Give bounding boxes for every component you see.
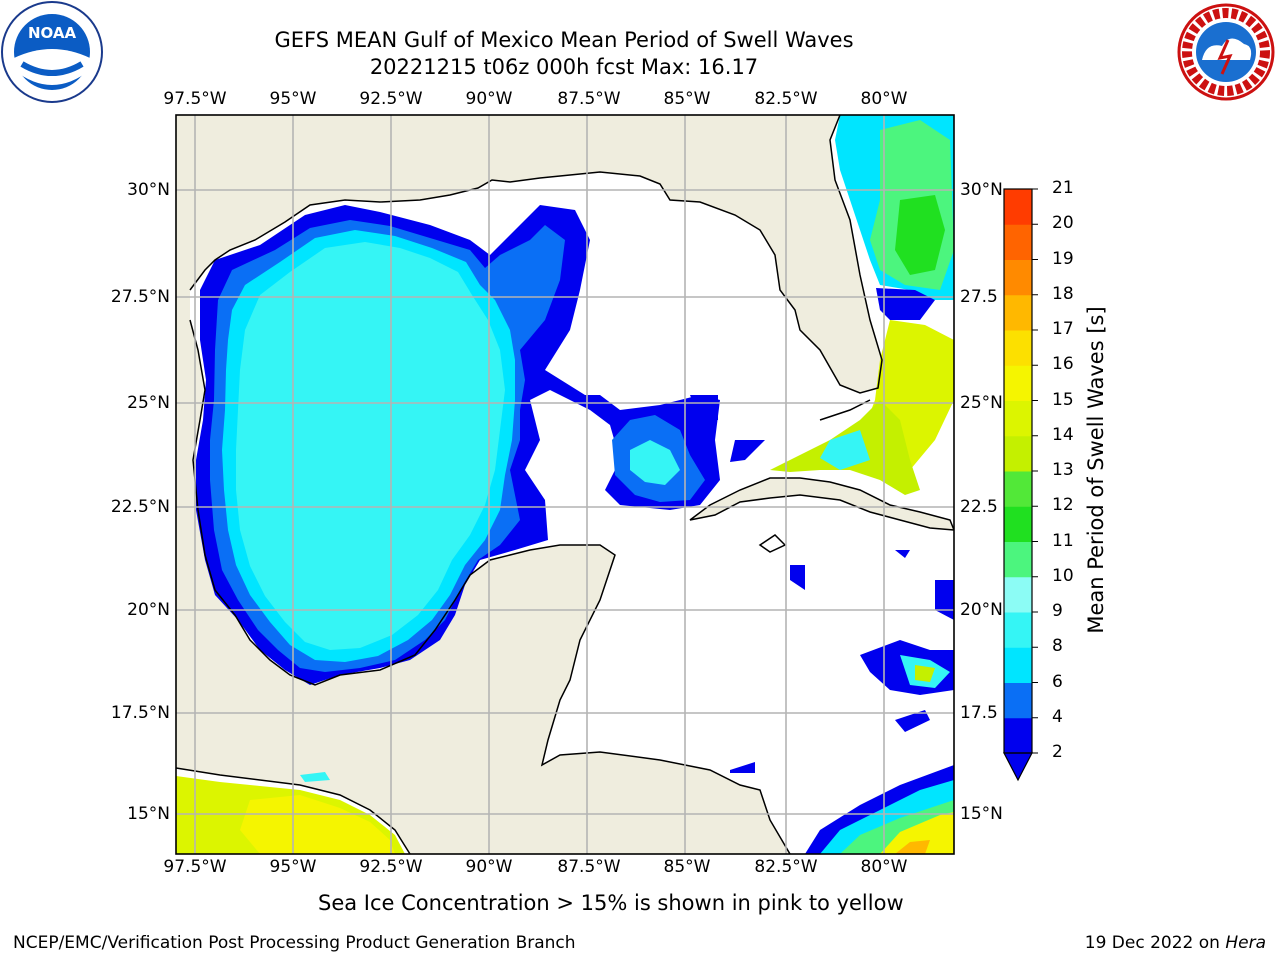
lat-label-right: 20°N (960, 600, 1003, 620)
lon-label-top: 92.5°W (359, 89, 423, 109)
colorbar-tick-label: 15 (1052, 389, 1074, 410)
lat-label-left: 27.5°N (110, 287, 170, 307)
noaa-logo-text: NOAA (28, 24, 77, 42)
colorbar-segment (1004, 612, 1032, 648)
lat-label-left: 30°N (127, 180, 170, 200)
colorbar-segment (1004, 365, 1032, 401)
lat-label-left: 22.5°N (110, 497, 170, 517)
colorbar-segment (1004, 682, 1032, 719)
lon-label-top: 97.5°W (163, 89, 227, 109)
colorbar-tick-label: 19 (1052, 248, 1074, 269)
lat-label-left: 15°N (127, 804, 170, 824)
lat-label-left: 17.5°N (110, 703, 170, 723)
noaa-logo: NOAA (0, 0, 104, 104)
lon-label-bottom: 80°W (860, 857, 908, 877)
lon-label-bottom: 87.5°W (557, 857, 621, 877)
colorbar-segment (1004, 400, 1032, 437)
colorbar-segment (1004, 506, 1032, 542)
colorbar-tick-label: 20 (1052, 213, 1074, 234)
colorbar-tick-label: 12 (1052, 495, 1074, 516)
lon-label-bottom: 95°W (269, 857, 317, 877)
lon-label-top: 87.5°W (557, 89, 621, 109)
lon-label-bottom: 97.5°W (163, 857, 227, 877)
colorbar-segment (1004, 717, 1032, 754)
colorbar-tick-label: 11 (1052, 530, 1074, 551)
colorbar-segment (1004, 259, 1032, 296)
chart-title: GEFS MEAN Gulf of Mexico Mean Period of … (274, 28, 854, 52)
colorbar-segment (1004, 330, 1032, 366)
lon-label-top: 95°W (269, 89, 317, 109)
colorbar-tick-label: 16 (1052, 354, 1074, 375)
nws-logo (1176, 2, 1276, 102)
footer-date-text: 19 Dec 2022 on (1084, 933, 1226, 953)
lat-label-right: 30°N (960, 180, 1003, 200)
lat-label-left: 20°N (127, 600, 170, 620)
lon-label-top: 82.5°W (754, 89, 818, 109)
footer-date: 19 Dec 2022 on Hera (1085, 933, 1266, 953)
lat-label-right: 25°N (960, 393, 1003, 413)
colorbar-tick-label: 10 (1052, 565, 1074, 586)
colorbar-tick-label: 9 (1052, 601, 1063, 621)
graticule (176, 115, 954, 854)
colorbar-segment (1004, 541, 1032, 578)
colorbar-label: Mean Period of Swell Waves [s] (1084, 306, 1108, 634)
lon-label-bottom: 85°W (663, 857, 711, 877)
colorbar-segment (1004, 189, 1032, 225)
sea-ice-note-text: Sea Ice Concentration > 15% is shown in … (318, 891, 904, 915)
colorbar-segment (1004, 647, 1032, 683)
colorbar-segment (1004, 435, 1032, 472)
colorbar-tick-label: 6 (1052, 671, 1063, 692)
lon-label-bottom: 92.5°W (359, 857, 423, 877)
footer-branch: NCEP/EMC/Verification Post Processing Pr… (13, 933, 576, 953)
colorbar-tick-label: 21 (1052, 178, 1074, 198)
colorbar-segment (1004, 471, 1032, 507)
lon-label-top: 90°W (465, 89, 513, 109)
lat-label-left: 25°N (127, 393, 170, 413)
colorbar-tick-label: 8 (1052, 636, 1063, 657)
lon-label-top: 85°W (663, 89, 711, 109)
colorbar-tick-label: 17 (1052, 319, 1074, 339)
lon-label-top: 80°W (860, 89, 908, 109)
lon-label-bottom: 82.5°W (754, 857, 818, 877)
lat-label-right: 22.5 (960, 497, 998, 517)
footer-host: Hera (1225, 933, 1266, 953)
lat-label-right: 27.5 (960, 287, 998, 307)
chart-subtitle: 20221215 t06z 000h fcst Max: 16.17 (369, 55, 759, 79)
swell-field (176, 115, 954, 854)
lat-label-right: 17.5 (960, 703, 998, 723)
colorbar-extend-arrow (1003, 752, 1033, 782)
colorbar-tick-label: 13 (1052, 460, 1074, 480)
lon-label-bottom: 90°W (465, 857, 513, 877)
colorbar-tick-label: 14 (1052, 424, 1074, 445)
map-frame (175, 114, 955, 855)
cuba (689, 477, 954, 531)
colorbar-tick-label: 4 (1052, 706, 1063, 727)
colorbar-tick-label: 18 (1052, 283, 1074, 304)
colorbar-segment (1004, 576, 1032, 613)
colorbar-segment (1004, 224, 1032, 260)
colorbar-tick-label: 2 (1052, 742, 1063, 762)
colorbar-segment (1004, 294, 1032, 331)
lat-label-right: 15°N (960, 804, 1003, 824)
